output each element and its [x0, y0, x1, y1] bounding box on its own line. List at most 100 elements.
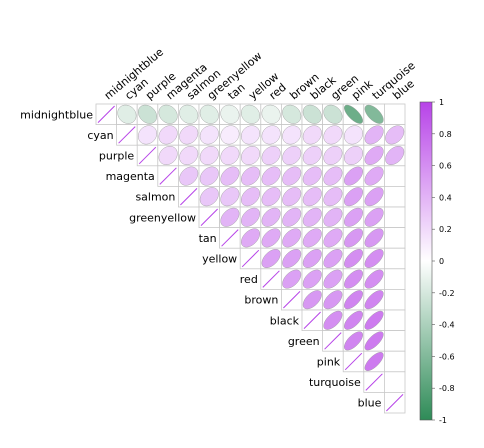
ellipse-pink-turquoise [364, 352, 384, 371]
colorbar-tick-label: -1 [439, 416, 447, 425]
ellipse-purple-magenta [158, 146, 178, 165]
ellipse-yellow-turquoise [364, 249, 384, 268]
diagonal-mark-magenta [159, 167, 177, 185]
ellipse-greenyellow-brown [282, 207, 302, 227]
ellipse-red-brown [282, 269, 302, 289]
ellipse-purple-yellow [241, 146, 260, 165]
colorbar-tick-label: 0.8 [439, 130, 452, 139]
colorbar-tick-label: -0.8 [439, 384, 455, 393]
ellipse-salmon-yellow [241, 187, 260, 207]
ellipse-black-green [323, 310, 343, 330]
diagonal-mark-midnightblue [97, 105, 115, 123]
ellipse-cyan-green [323, 125, 343, 145]
ellipse-purple-turquoise [364, 146, 384, 165]
diagonal-mark-tan [221, 229, 239, 247]
ellipse-purple-blue [385, 146, 405, 165]
cell-brown-blue [383, 288, 406, 311]
diagonal-mark-brown [283, 291, 301, 309]
ellipse-midnightblue-brown [282, 104, 302, 124]
cell-pink-blue [383, 350, 406, 373]
colorbar: 1 0.8 0.6 0.4 0.2 0 -0.2 -0.4 -0.6 -0.8 -1 [419, 98, 455, 425]
cell-yellow-blue [383, 247, 406, 270]
ellipse-greenyellow-turquoise [364, 207, 384, 227]
ellipse-purple-tan [220, 146, 240, 165]
ellipse-magenta-tan [220, 166, 240, 186]
ellipse-brown-green [323, 290, 343, 310]
ellipse-salmon-pink [344, 187, 363, 207]
ellipse-greenyellow-tan [220, 207, 240, 227]
ellipse-yellow-red [261, 249, 281, 268]
ellipse-red-pink [344, 269, 363, 289]
ellipse-brown-pink [344, 290, 363, 310]
row-label-pink: pink [317, 356, 341, 369]
ellipse-cyan-tan [220, 125, 240, 145]
ellipse-magenta-brown [282, 166, 302, 186]
matrix-cells [95, 103, 406, 414]
ellipse-cyan-greenyellow [199, 125, 219, 145]
ellipse-black-turquoise [364, 310, 384, 330]
ellipse-tan-green [323, 228, 343, 248]
ellipse-tan-yellow [241, 228, 260, 248]
ellipse-salmon-green [323, 187, 343, 207]
ellipse-cyan-black [302, 125, 322, 145]
ellipse-purple-salmon [179, 146, 199, 165]
ellipse-purple-green [323, 146, 343, 165]
ellipse-salmon-red [261, 187, 281, 207]
diagonal-mark-green [324, 332, 342, 350]
ellipse-cyan-turquoise [364, 125, 384, 145]
ellipse-tan-turquoise [364, 228, 384, 248]
ellipse-red-black [302, 269, 322, 289]
ellipse-purple-greenyellow [199, 146, 219, 165]
diagonal-mark-black [303, 311, 321, 329]
diagonal-mark-purple [138, 146, 157, 165]
ellipse-magenta-red [261, 166, 281, 186]
ellipse-greenyellow-black [302, 207, 322, 227]
row-label-purple: purple [99, 150, 135, 163]
diagonal-mark-salmon [180, 188, 198, 206]
ellipse-magenta-pink [344, 166, 363, 186]
row-label-tan: tan [199, 232, 217, 245]
cell-red-blue [383, 268, 406, 290]
ellipse-green-pink [344, 331, 363, 351]
ellipse-midnightblue-yellow [241, 104, 260, 124]
ellipse-tan-pink [344, 228, 363, 248]
row-label-midnightblue: midnightblue [20, 108, 93, 121]
diagonal-mark-red [262, 270, 280, 288]
ellipse-purple-pink [344, 146, 363, 165]
cell-greenyellow-blue [383, 206, 406, 229]
ellipse-black-pink [344, 310, 363, 330]
row-label-cyan: cyan [87, 129, 113, 142]
row-label-green: green [288, 335, 320, 348]
ellipse-greenyellow-red [261, 207, 281, 227]
ellipse-magenta-greenyellow [199, 166, 219, 186]
diagonal-mark-turquoise [365, 373, 383, 391]
ellipse-cyan-red [261, 125, 281, 145]
ellipse-cyan-magenta [158, 125, 178, 145]
ellipse-magenta-turquoise [364, 166, 384, 186]
row-label-salmon: salmon [135, 191, 175, 204]
diagonal-mark-cyan [118, 126, 136, 144]
ellipse-cyan-brown [282, 125, 302, 145]
row-label-black: black [270, 314, 300, 327]
ellipse-salmon-turquoise [364, 187, 384, 207]
colorbar-tick-label: 0.6 [439, 162, 452, 171]
colorbar-tick-label: -0.4 [439, 321, 455, 330]
diagonal-mark-blue [386, 394, 404, 412]
ellipse-greenyellow-yellow [241, 207, 260, 227]
row-label-turquoise: turquoise [309, 376, 361, 389]
colorbar-tick-label: 1 [439, 98, 444, 107]
ellipse-green-turquoise [364, 331, 384, 351]
ellipse-red-green [323, 269, 343, 289]
ellipse-midnightblue-turquoise [364, 104, 384, 124]
ellipse-brown-turquoise [364, 290, 384, 310]
ellipse-cyan-purple [138, 125, 157, 145]
ellipse-yellow-black [302, 249, 322, 268]
ellipse-purple-black [302, 146, 322, 165]
column-labels: midnightbluecyanpurplemagentasalmongreen… [102, 45, 418, 102]
ellipse-greenyellow-pink [344, 207, 363, 227]
ellipse-greenyellow-green [323, 207, 343, 227]
ellipse-tan-black [302, 228, 322, 248]
colorbar-tick-label: 0.2 [439, 225, 452, 234]
ellipse-midnightblue-green [323, 104, 343, 124]
ellipse-salmon-black [302, 187, 322, 207]
